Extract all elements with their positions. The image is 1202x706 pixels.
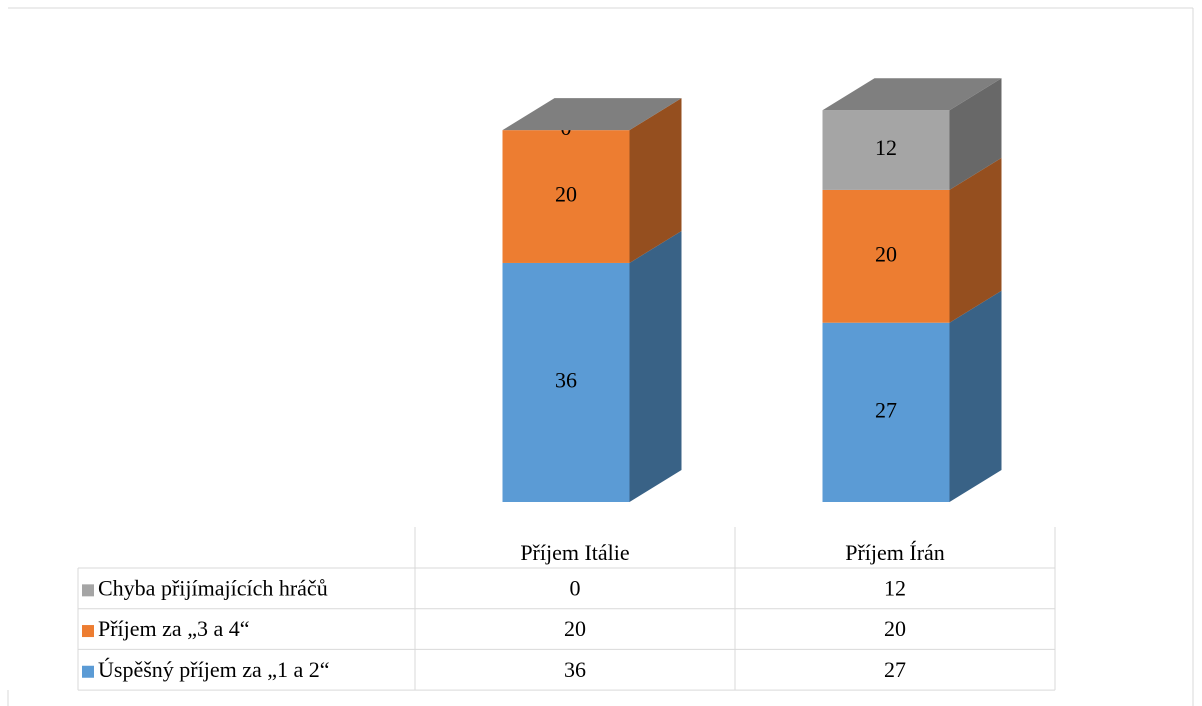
bar-segment bbox=[502, 130, 630, 263]
bar-top bbox=[822, 78, 1002, 111]
table-cell: 0 bbox=[570, 575, 581, 600]
data-label: 36 bbox=[555, 368, 577, 393]
legend-key bbox=[82, 625, 94, 638]
legend-key bbox=[82, 584, 94, 597]
table-cell: 36 bbox=[564, 657, 586, 682]
legend-label: Příjem za „3 a 4“ bbox=[98, 616, 250, 641]
data-label: 20 bbox=[555, 182, 577, 207]
data-label: 27 bbox=[875, 397, 897, 422]
data-label: 20 bbox=[875, 241, 897, 266]
x-tick-label: Příjem Itálie bbox=[520, 540, 629, 565]
legend-label: Úspěšný příjem za „1 a 2“ bbox=[98, 657, 330, 682]
legend-label: Chyba přijímajících hráčů bbox=[98, 575, 328, 600]
bar-side bbox=[949, 290, 1002, 502]
table-cell: 12 bbox=[884, 575, 906, 600]
bar-segment bbox=[822, 322, 950, 502]
bar-segment bbox=[502, 262, 630, 502]
x-tick-label: Příjem Írán bbox=[845, 540, 945, 565]
bar-segment bbox=[822, 189, 950, 323]
bar-top bbox=[502, 98, 682, 131]
legend-key bbox=[82, 665, 94, 678]
bar-side bbox=[629, 230, 682, 502]
data-label: 12 bbox=[875, 135, 897, 160]
table-cell: 27 bbox=[884, 657, 906, 682]
bar-side bbox=[629, 98, 682, 263]
bar-segment bbox=[822, 110, 950, 190]
bar-side bbox=[949, 157, 1002, 323]
table-cell: 20 bbox=[884, 616, 906, 641]
bar-side bbox=[949, 78, 1002, 190]
table-cell: 20 bbox=[564, 616, 586, 641]
